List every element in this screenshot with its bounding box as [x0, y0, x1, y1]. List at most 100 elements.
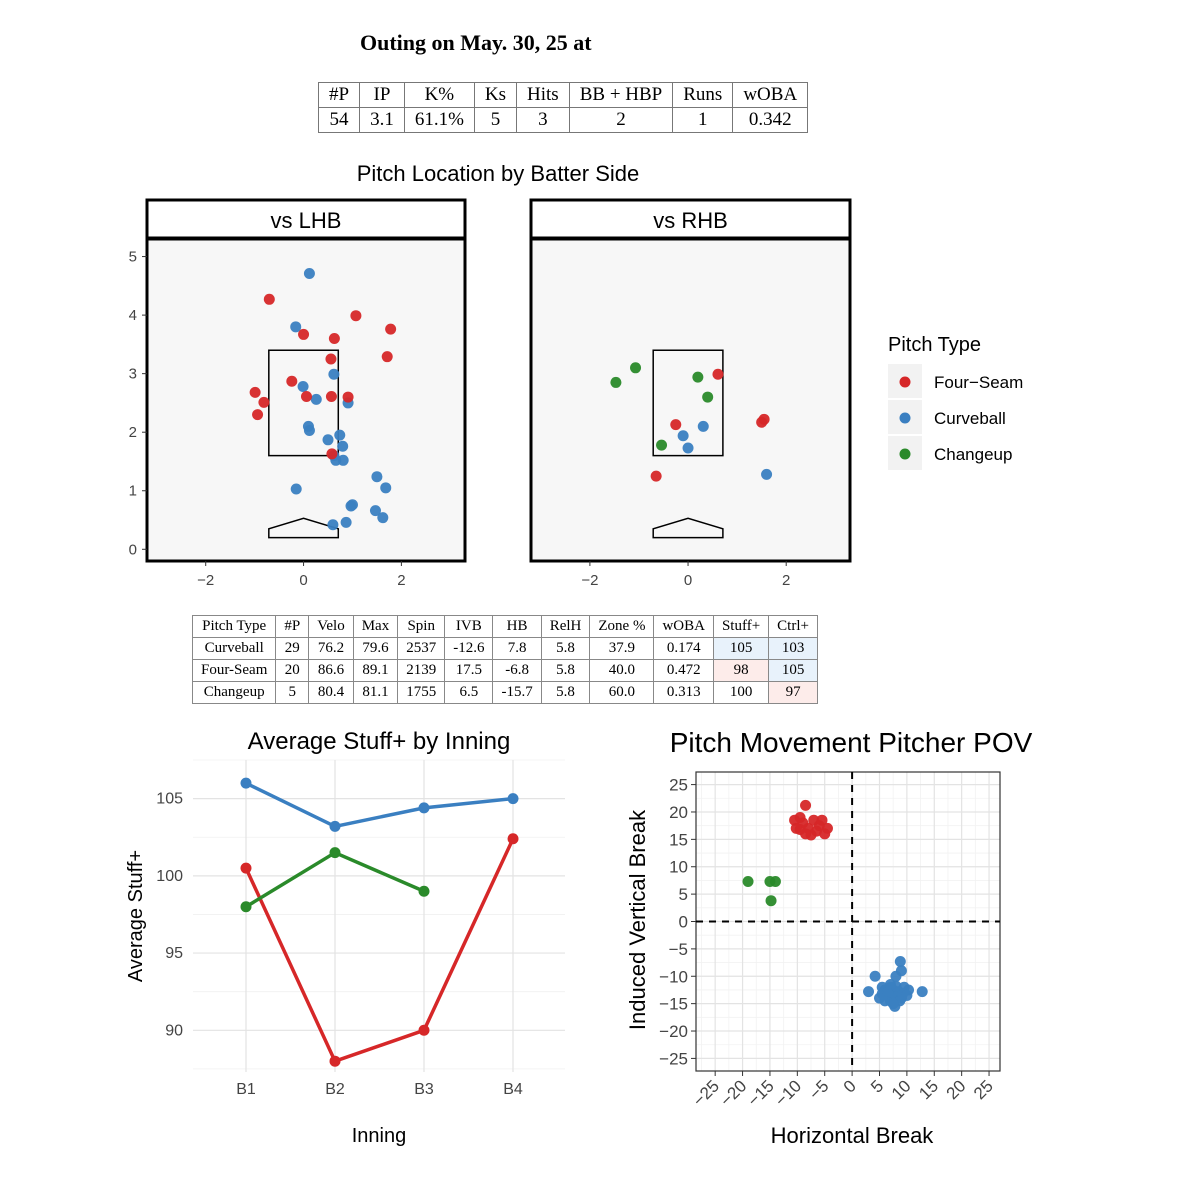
- pitch-table-cell: 60.0: [589, 681, 655, 704]
- chart-title: Pitch Location by Batter Side: [357, 161, 640, 186]
- x-tick-label: 2: [397, 572, 405, 589]
- y-tick-label: −25: [659, 1049, 688, 1068]
- pitch-point: [630, 362, 642, 374]
- pitch-location-chart: Pitch Location by Batter Side vs LHB −2 0 2 v…: [129, 161, 1024, 589]
- x-tick-label: 10: [888, 1076, 915, 1103]
- y-tick-label: 3: [129, 366, 137, 383]
- movement-point: [890, 980, 902, 992]
- summary-header-cell: Runs: [672, 82, 734, 108]
- outing-summary-table: #P IP K% Ks Hits BB + HBP Runs wOBA 54 3.1 61.1% 5…: [317, 82, 809, 133]
- pitch-point: [756, 416, 768, 428]
- pitch-point: [303, 268, 315, 280]
- x-tick-label: 0: [299, 572, 307, 589]
- pitch-table-cell: Changeup: [191, 681, 277, 704]
- pitch-table-cell: 105: [712, 637, 770, 660]
- legend-title: Pitch Type: [888, 334, 981, 356]
- summary-value-cell: 5: [473, 107, 518, 133]
- stuff-by-inning-chart: Average Stuff+ by Inning 90 95 100 105 B1 B2 B3…: [125, 728, 565, 1147]
- y-tick-label: 5: [679, 885, 688, 904]
- y-tick-label: 4: [129, 307, 137, 324]
- pitch-point: [692, 371, 704, 383]
- pitch-table-cell: 80.4: [308, 681, 354, 704]
- pitch-table-cell: 2139: [397, 659, 446, 682]
- legend-marker: [899, 448, 911, 460]
- movement-point: [769, 876, 781, 888]
- panel-background: [529, 237, 852, 563]
- pitch-point: [334, 429, 346, 441]
- series-point: [507, 833, 519, 845]
- pitch-point: [290, 321, 302, 333]
- pitch-point: [340, 516, 352, 528]
- x-tick-label: −5: [805, 1076, 832, 1103]
- pitch-point: [345, 500, 357, 512]
- x-tick-label: −15: [744, 1076, 778, 1110]
- y-tick-label: 2: [129, 424, 137, 441]
- movement-point: [890, 970, 902, 982]
- home-plate: [268, 517, 340, 539]
- pitch-table-cell: 81.1: [352, 681, 399, 704]
- pitch-point: [682, 442, 694, 454]
- y-tick-label: −10: [659, 967, 688, 986]
- pitch-point: [385, 323, 397, 335]
- pitch-table-cell: 5: [275, 681, 310, 704]
- pitch-point: [342, 391, 354, 403]
- pitch-table-cell: 6.5: [444, 681, 494, 704]
- pitch-point: [290, 483, 302, 495]
- pitch-table-cell: 7.8: [492, 637, 542, 660]
- pitch-table-header: Velo: [308, 615, 354, 638]
- summary-value-cell: 3: [516, 107, 570, 133]
- x-tick-label: B3: [414, 1081, 434, 1098]
- pitch-point: [369, 505, 381, 517]
- pitch-table-cell: 79.6: [352, 637, 399, 660]
- x-axis-label: Horizontal Break: [771, 1123, 935, 1148]
- x-tick-label: 2: [782, 572, 790, 589]
- pitch-point: [610, 376, 622, 388]
- x-tick-label: 20: [943, 1076, 970, 1103]
- pitch-point: [702, 391, 714, 403]
- summary-value-cell: 54: [317, 107, 361, 133]
- pitch-point: [328, 333, 340, 345]
- pitch-table-row: Four-Seam 20 86.6 89.1 2139 17.5 -6.8 5.8 40.0 0.…: [191, 659, 818, 682]
- y-tick-label: 105: [156, 791, 183, 808]
- strike-zone: [652, 349, 724, 457]
- y-tick-label: −20: [659, 1022, 688, 1041]
- pitch-table-cell: 97: [768, 681, 818, 704]
- pitch-table-cell: 2537: [397, 637, 446, 660]
- pitch-table-cell: 98: [712, 659, 770, 682]
- x-tick-label: 5: [867, 1076, 887, 1096]
- y-axis-label: Induced Vertical Break: [625, 809, 650, 1030]
- movement-point: [873, 992, 885, 1004]
- pitch-table-cell: 0.174: [653, 637, 714, 660]
- legend-marker: [899, 412, 911, 424]
- series-point: [507, 793, 519, 805]
- pitch-table-header: wOBA: [653, 615, 714, 638]
- series-point: [418, 802, 430, 814]
- y-tick-label: 15: [669, 830, 688, 849]
- y-tick-label: 100: [156, 868, 183, 885]
- y-tick-label: 5: [129, 249, 137, 266]
- pitch-point: [327, 519, 339, 531]
- pitch-table-cell: 103: [768, 637, 818, 660]
- pitch-point: [325, 390, 337, 402]
- facet-strip: [529, 198, 852, 240]
- series-point: [240, 777, 252, 789]
- pitch-table-cell: 76.2: [308, 637, 354, 660]
- pitch-point: [322, 434, 334, 446]
- x-tick-label: −2: [197, 572, 214, 589]
- pitch-table-header: Max: [352, 615, 399, 638]
- pitch-table-header: IVB: [444, 615, 494, 638]
- x-tick-label: B1: [236, 1081, 256, 1098]
- movement-point: [863, 986, 875, 998]
- x-tick-label: −25: [689, 1076, 723, 1110]
- pitch-point: [325, 353, 337, 365]
- pitch-point: [258, 396, 270, 408]
- summary-header-cell: wOBA: [732, 82, 809, 108]
- legend-marker: [899, 376, 911, 388]
- pitch-table-cell: 17.5: [444, 659, 494, 682]
- x-axis-label: Inning: [352, 1125, 407, 1147]
- y-tick-label: −15: [659, 995, 688, 1014]
- summary-value-cell: 1: [672, 107, 734, 133]
- pitch-point: [670, 419, 682, 431]
- summary-header-cell: IP: [359, 82, 405, 108]
- pitch-table-header: Zone %: [589, 615, 655, 638]
